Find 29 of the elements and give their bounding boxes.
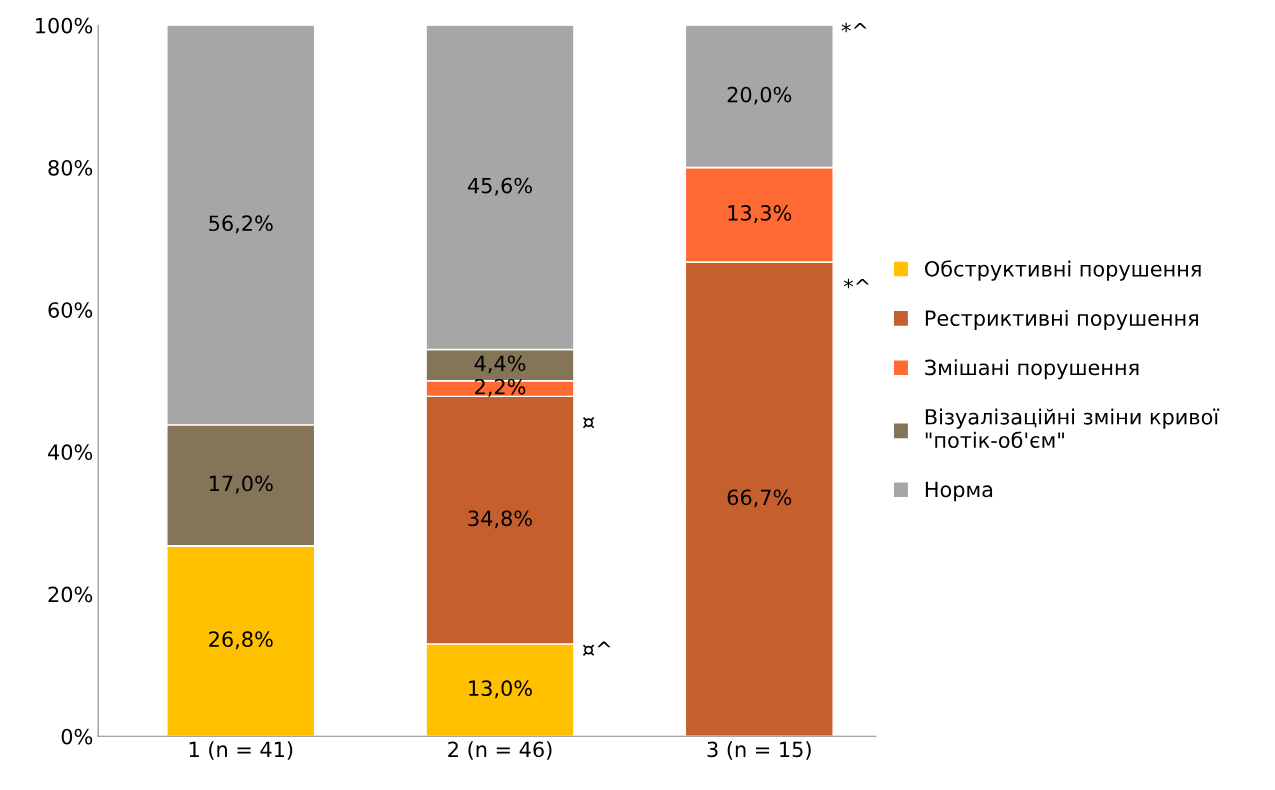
legend-label: Рестриктивні порушення	[925, 309, 1198, 331]
y-tick-label: 20%	[48, 586, 93, 603]
data-label: 13,3%	[728, 205, 792, 223]
annotation: *^	[843, 278, 869, 289]
x-tick-label: 2 (n = 46)	[448, 741, 552, 760]
data-label: 34,8%	[468, 510, 532, 529]
annotation: ¤	[582, 416, 595, 429]
annotation: ¤^	[582, 641, 611, 656]
y-tick-label: 60%	[48, 302, 93, 318]
x-tick-label: 3 (n = 15)	[707, 741, 811, 760]
data-label: 20,0%	[727, 86, 792, 105]
legend-label: Норма	[925, 481, 993, 502]
data-label: 17,0%	[209, 475, 273, 494]
data-label: 13,0%	[469, 680, 532, 699]
y-tick-label: 0%	[61, 728, 93, 745]
data-label: 56,2%	[209, 215, 273, 234]
annotation: *^	[841, 22, 867, 33]
data-label: 26,8%	[209, 631, 273, 650]
data-label: 66,7%	[727, 489, 792, 508]
x-tick-label: 1 (n = 41)	[189, 741, 293, 760]
legend-label: Візуалізаційні зміни кривої "потік-об'єм"	[925, 408, 1220, 448]
data-label: 45,6%	[467, 177, 532, 196]
y-tick-label: 40%	[48, 444, 93, 461]
y-tick-label: 80%	[48, 159, 93, 176]
data-label: 2,2%	[475, 378, 526, 397]
y-tick-label: 100%	[36, 17, 93, 34]
legend-label: Змішані порушення	[925, 359, 1139, 380]
legend-label: Обструктивні порушення	[925, 260, 1201, 281]
data-label: 4,4%	[474, 355, 526, 374]
